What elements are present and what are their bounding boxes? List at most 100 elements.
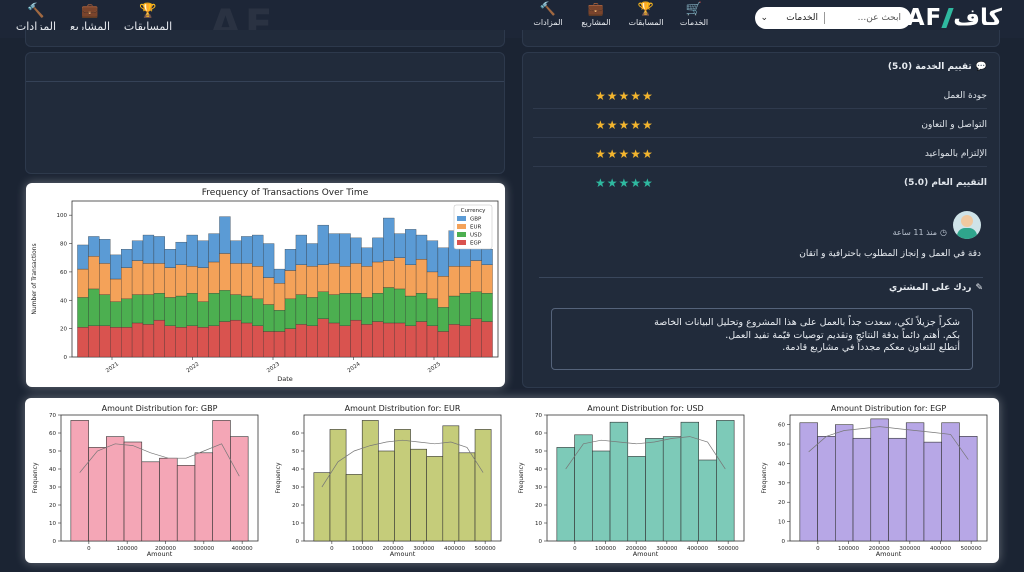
bar-egp (372, 321, 384, 358)
bar-eur (448, 266, 460, 297)
hist-bar (905, 422, 925, 542)
bar-eur (197, 267, 209, 302)
y-tick-label: 30 (778, 481, 785, 487)
hist-bar (799, 422, 818, 542)
nav-contests[interactable]: 🏆 المسابقات (620, 3, 672, 28)
chevron-down-icon[interactable]: ⌄ (760, 13, 768, 23)
x-tick-label: 0 (816, 546, 820, 552)
bar-egp (415, 321, 428, 358)
x-axis-label: Amount (147, 550, 173, 558)
search-category[interactable]: الخدمات (786, 13, 818, 23)
y-tick-label: 60 (49, 431, 56, 437)
reply-text: شكراً جزيلاً لكي، سعدت جداً بالعمل على ه… (551, 308, 973, 370)
nav-left-auctions[interactable]: 🔨 المزادات (8, 3, 64, 33)
nav-left-contests[interactable]: 🏆 المسابقات (118, 3, 178, 33)
bar-gbp (88, 236, 100, 257)
bar-usd (394, 288, 406, 324)
search-box[interactable]: ابحث عن... الخدمات ⌄ (755, 7, 911, 29)
hist-bar (574, 434, 593, 542)
hist-bar (852, 437, 872, 542)
search-input[interactable]: ابحث عن... (857, 13, 901, 23)
brand-logo[interactable]: AF كاف (907, 4, 1002, 32)
top-navbar: AF AF كاف ابحث عن... الخدمات ⌄ 🛒 الخدمات… (0, 0, 1024, 48)
hist-bar (959, 436, 978, 542)
x-tick-label: 2024 (347, 361, 362, 374)
x-tick-label: 2022 (186, 361, 201, 374)
hist-bar (923, 441, 942, 542)
hist-bar (361, 420, 379, 542)
bar-egp (383, 322, 395, 358)
bar-gbp (437, 247, 449, 277)
bar-gbp (394, 233, 406, 258)
hist-bar (698, 459, 717, 542)
hist-bar (394, 429, 411, 542)
chat-icon: 💬 (975, 62, 987, 72)
y-tick-label: 0 (53, 539, 57, 545)
bar-egp (88, 325, 100, 358)
bar-eur (219, 253, 231, 291)
bar-egp (317, 318, 329, 358)
review-text: دقة في العمل و إنجاز المطلوب باحترافية و… (799, 249, 981, 259)
hist-bar (313, 472, 331, 542)
legend-label: EUR (470, 225, 482, 231)
star-rating: ★★★★★ (595, 176, 654, 190)
bar-egp (142, 324, 155, 358)
avatar[interactable] (953, 211, 981, 239)
bar-eur (437, 276, 449, 308)
y-tick-label: 20 (292, 503, 299, 509)
y-tick-label: 50 (49, 449, 56, 455)
bar-gbp (361, 247, 373, 267)
briefcase-icon: 💼 (81, 3, 99, 19)
kde-line (79, 443, 240, 477)
y-axis-label: Frequency (32, 462, 39, 493)
bar-egp (273, 331, 286, 358)
bar-eur (481, 264, 493, 294)
bar-egp (350, 319, 362, 358)
panel-empty-left (25, 52, 505, 174)
bar-gbp (121, 249, 133, 268)
nav-auctions[interactable]: 🔨 المزادات (522, 3, 574, 28)
y-tick-label: 40 (60, 298, 67, 304)
bar-gbp (306, 243, 318, 267)
bar-usd (164, 297, 176, 326)
nav-left-projects[interactable]: 💼 المشاريع (62, 3, 118, 33)
rating-title: 💬 تقييم الخدمة (5.0) (887, 62, 987, 72)
y-tick-label: 0 (296, 539, 300, 545)
y-tick-label: 70 (49, 413, 56, 419)
bar-egp (77, 327, 89, 358)
bar-usd (77, 297, 89, 328)
y-tick-label: 60 (292, 431, 299, 437)
reply-section (539, 277, 983, 375)
x-tick-label: 400000 (687, 546, 708, 552)
bar-gbp (110, 254, 122, 280)
panel-top-left (25, 30, 505, 47)
y-tick-label: 0 (64, 355, 68, 361)
bar-gbp (99, 239, 111, 264)
y-tick-label: 60 (535, 431, 542, 437)
bar-egp (437, 331, 449, 358)
bar-egp (295, 324, 307, 358)
bar-usd (481, 293, 493, 322)
bar-eur (153, 263, 165, 294)
bar-eur (339, 266, 351, 294)
x-tick-label: 100000 (838, 546, 859, 552)
bar-gbp (481, 249, 493, 265)
y-tick-label: 20 (60, 327, 67, 333)
bar-gbp (197, 240, 209, 268)
hist-bar (888, 437, 907, 542)
bar-egp (252, 325, 264, 358)
nav-services[interactable]: 🛒 الخدمات (668, 3, 720, 28)
hist-bar (106, 436, 125, 542)
bar-eur (186, 266, 198, 294)
legend-swatch (457, 216, 466, 221)
bar-egp (131, 322, 144, 358)
edit-icon[interactable]: ✎ (975, 283, 983, 293)
nav-projects[interactable]: 💼 المشاريع (570, 3, 622, 28)
bar-egp (99, 325, 111, 358)
y-tick-label: 40 (292, 467, 299, 473)
bar-usd (197, 301, 209, 328)
bar-usd (208, 293, 220, 326)
y-tick-label: 0 (782, 539, 786, 545)
x-tick-label: 300000 (656, 546, 677, 552)
x-axis-label: Date (277, 375, 293, 383)
